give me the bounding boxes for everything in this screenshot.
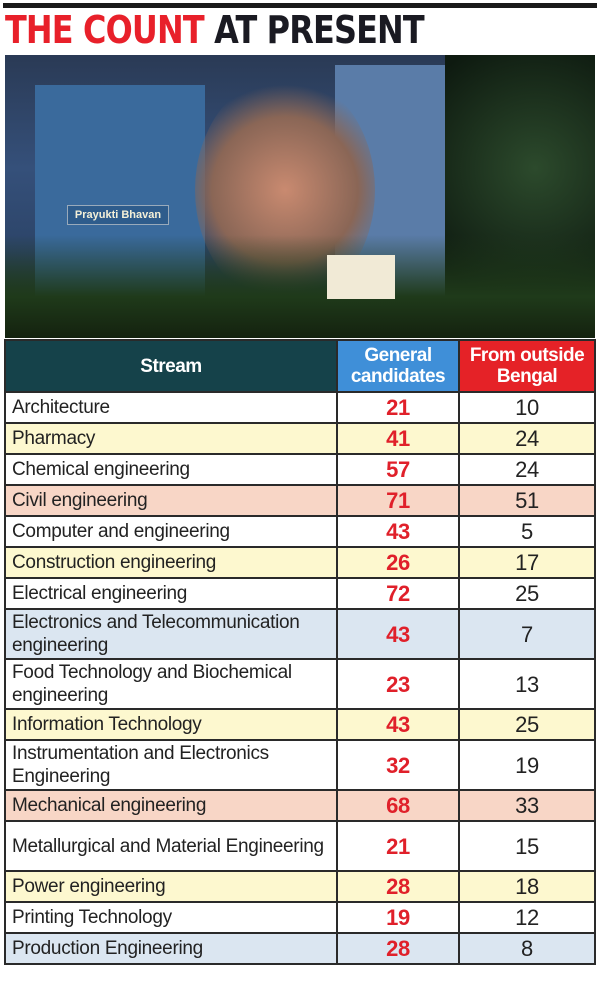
outside-cell: 24 [458, 422, 596, 455]
notice-board [327, 255, 395, 299]
table-row: Power engineering 28 18 [4, 870, 596, 903]
general-cell: 26 [336, 546, 460, 579]
general-cell: 21 [336, 391, 460, 424]
general-cell: 43 [336, 608, 460, 660]
table-row: Construction engineering 26 17 [4, 546, 596, 579]
outside-cell: 17 [458, 546, 596, 579]
stream-cell: Power engineering [4, 870, 338, 903]
table-row: Chemical engineering 57 24 [4, 453, 596, 486]
table-row: Civil engineering 71 51 [4, 484, 596, 517]
foliage [5, 235, 595, 338]
outside-cell: 13 [458, 658, 596, 710]
stream-cell: Chemical engineering [4, 453, 338, 486]
table-row: Pharmacy 41 24 [4, 422, 596, 455]
table-row: Electrical engineering 72 25 [4, 577, 596, 610]
outside-cell: 5 [458, 515, 596, 548]
headline-black: AT PRESENT [214, 8, 425, 52]
stream-cell: Electrical engineering [4, 577, 338, 610]
stream-cell: Architecture [4, 391, 338, 424]
building-photo: Prayukti Bhavan [5, 55, 595, 338]
headline: THE COUNT AT PRESENT [5, 8, 425, 52]
outside-cell: 15 [458, 820, 596, 872]
stream-cell: Mechanical engineering [4, 789, 338, 822]
headline-red: THE COUNT [5, 8, 205, 52]
general-cell: 28 [336, 932, 460, 965]
outside-cell: 33 [458, 789, 596, 822]
outside-cell: 10 [458, 391, 596, 424]
table-row: Production Engineering 28 8 [4, 932, 596, 965]
table-row: Printing Technology 19 12 [4, 901, 596, 934]
table-row: Computer and engineering 43 5 [4, 515, 596, 548]
general-cell: 43 [336, 515, 460, 548]
general-cell: 32 [336, 739, 460, 791]
data-table: Stream General candidates From outside B… [4, 339, 596, 965]
table-row: Food Technology and Biochemical engineer… [4, 658, 596, 710]
table-row: Electronics and Telecommunication engine… [4, 608, 596, 660]
general-cell: 41 [336, 422, 460, 455]
outside-cell: 12 [458, 901, 596, 934]
table-row: Metallurgical and Material Engineering 21… [4, 820, 596, 872]
top-rule [3, 3, 597, 8]
outside-cell: 8 [458, 932, 596, 965]
stream-cell: Electronics and Telecommunication engine… [4, 608, 338, 660]
stream-cell: Pharmacy [4, 422, 338, 455]
stream-cell: Computer and engineering [4, 515, 338, 548]
general-cell: 72 [336, 577, 460, 610]
outside-cell: 18 [458, 870, 596, 903]
general-cell: 23 [336, 658, 460, 710]
stream-cell: Metallurgical and Material Engineering [4, 820, 338, 872]
stream-cell: Food Technology and Biochemical engineer… [4, 658, 338, 710]
outside-cell: 25 [458, 577, 596, 610]
outside-cell: 24 [458, 453, 596, 486]
general-cell: 43 [336, 708, 460, 741]
stream-cell: Printing Technology [4, 901, 338, 934]
stream-cell: Production Engineering [4, 932, 338, 965]
stream-cell: Information Technology [4, 708, 338, 741]
building-sign: Prayukti Bhavan [67, 205, 169, 225]
stream-cell: Construction engineering [4, 546, 338, 579]
table-row: Information Technology 43 25 [4, 708, 596, 741]
header-general: General candidates [336, 339, 460, 393]
stream-cell: Instrumentation and Electronics Engineer… [4, 739, 338, 791]
general-cell: 21 [336, 820, 460, 872]
general-cell: 19 [336, 901, 460, 934]
stream-cell: Civil engineering [4, 484, 338, 517]
table-row: Mechanical engineering 68 33 [4, 789, 596, 822]
general-cell: 71 [336, 484, 460, 517]
outside-cell: 25 [458, 708, 596, 741]
outside-cell: 51 [458, 484, 596, 517]
header-outside: From outside Bengal [458, 339, 596, 393]
header-stream: Stream [4, 339, 338, 393]
outside-cell: 19 [458, 739, 596, 791]
general-cell: 68 [336, 789, 460, 822]
general-cell: 28 [336, 870, 460, 903]
outside-cell: 7 [458, 608, 596, 660]
table-row: Instrumentation and Electronics Engineer… [4, 739, 596, 791]
general-cell: 57 [336, 453, 460, 486]
table-row: Architecture 21 10 [4, 391, 596, 424]
